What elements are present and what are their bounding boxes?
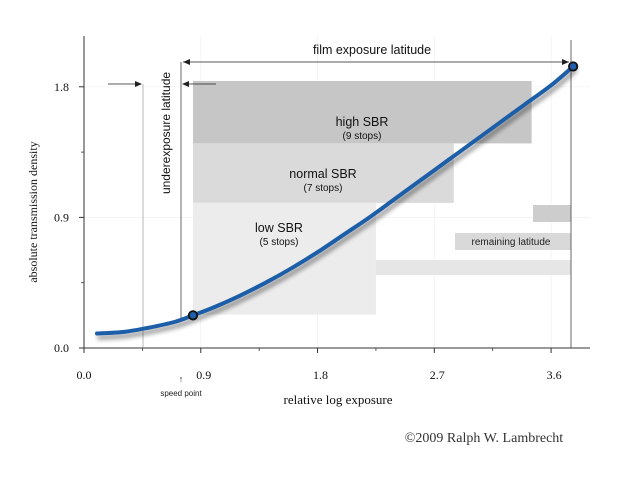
x-tick-label: 0.9 [196, 368, 211, 382]
underexposure-label: underexposure latitude [159, 72, 173, 194]
film-latitude-label: film exposure latitude [313, 43, 431, 57]
speed-point-arrow: ↑ [179, 374, 184, 384]
curve-layer [94, 61, 579, 336]
y-tick-label: 0.9 [54, 210, 69, 224]
x-axis-label: relative log exposure [283, 392, 392, 407]
y-tick-label: 0.0 [54, 341, 69, 355]
x-tick-label: 3.6 [547, 368, 562, 382]
marked-point-1 [568, 61, 579, 72]
y-tick-label: 1.8 [54, 80, 69, 94]
remaining-latitude-label: remaining latitude [472, 237, 551, 248]
sbr-band-label-2: low SBR [255, 221, 303, 235]
remaining-bar-2 [455, 233, 571, 250]
remaining-latitude-bars [376, 205, 571, 275]
x-tick-label: 0.0 [77, 368, 92, 382]
sbr-band-sublabel-2: (5 stops) [260, 237, 299, 248]
film-latitude-arrow [183, 59, 569, 65]
sbr-band-sublabel-0: (9 stops) [343, 131, 382, 142]
underexposure-arrows [108, 81, 216, 87]
remaining-bar-1 [533, 205, 571, 222]
x-tick-label: 1.8 [313, 368, 328, 382]
y-axis-label: absolute transmission density [26, 141, 40, 282]
axes: 0.0 0.9 1.8 2.7 3.6 0.0 0.9 1.8 [54, 36, 590, 382]
sbr-band-1 [192, 143, 454, 203]
sbr-band-label-1: normal SBR [289, 167, 356, 181]
characteristic-curve-0 [94, 64, 576, 336]
x-tick-label: 2.7 [430, 368, 445, 382]
copyright-text: ©2009 Ralph W. Lambrecht [405, 431, 563, 446]
sbr-band-label-0: high SBR [336, 115, 389, 129]
speed-point-label: speed point [160, 389, 202, 398]
sbr-band-0 [192, 80, 532, 144]
sbr-bands: high SBR (9 stops) normal SBR (7 stops) low … [192, 80, 532, 315]
remaining-bar-3 [376, 260, 571, 275]
marked-point-0 [187, 310, 199, 321]
sbr-band-sublabel-1: (7 stops) [304, 183, 343, 194]
sbr-band-2 [192, 202, 376, 315]
